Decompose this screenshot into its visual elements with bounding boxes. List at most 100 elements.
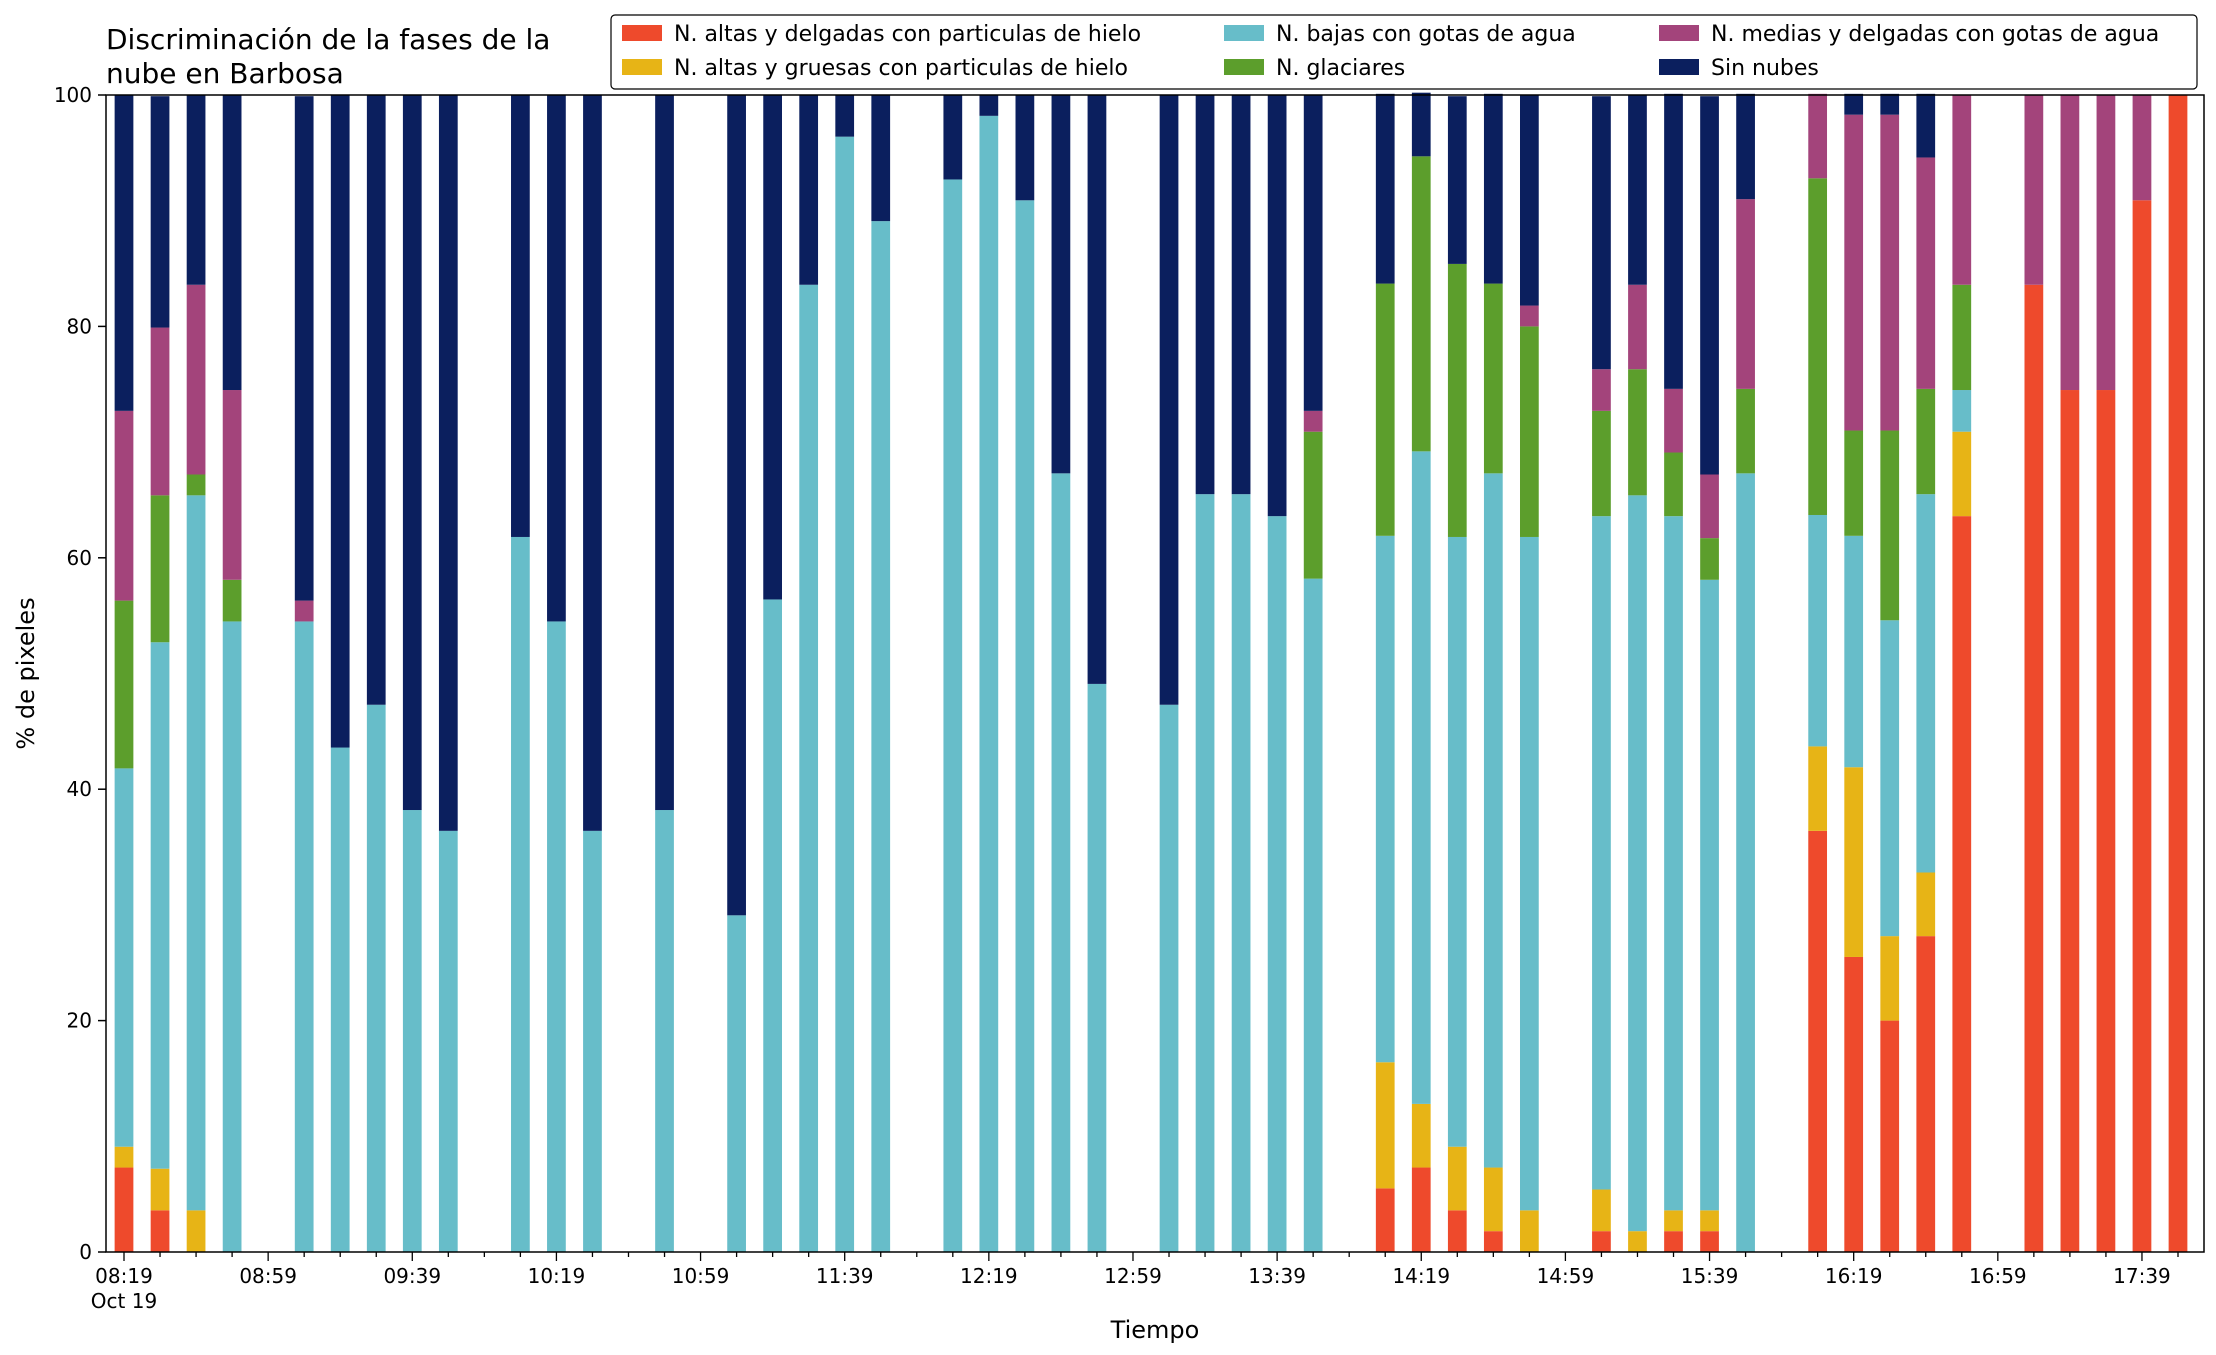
bar-segment-s3-i45 xyxy=(1736,388,1755,474)
bar-segment-s2-i45 xyxy=(1736,473,1755,1253)
bar-segment-s2-i44 xyxy=(1700,579,1719,1211)
y-tick-label: 100 xyxy=(54,83,92,107)
bar-segment-s3-i39 xyxy=(1520,326,1539,537)
bar-segment-s2-i9 xyxy=(438,830,458,1252)
legend-label: N. glaciares xyxy=(1276,56,1405,81)
bar-segment-s1-i36 xyxy=(1411,1103,1431,1168)
bar-segment-s2-i17 xyxy=(727,915,746,1252)
bar-segment-s0-i55 xyxy=(2096,390,2116,1252)
bar-segment-s5-i35 xyxy=(1375,93,1395,284)
bar-segment-s5-i50 xyxy=(1916,93,1936,158)
bar-segment-s3-i47 xyxy=(1808,178,1828,515)
bar-segment-s0-i54 xyxy=(2060,390,2080,1252)
bar-segment-s4-i5 xyxy=(294,600,314,622)
bar-segment-s0-i41 xyxy=(1592,1231,1611,1252)
bar-segment-s1-i48 xyxy=(1844,767,1864,957)
bar-segment-s4-i42 xyxy=(1628,284,1647,370)
bar-segment-s1-i2 xyxy=(186,1210,206,1252)
bar-segment-s3-i35 xyxy=(1375,283,1395,536)
bar-segment-s5-i13 xyxy=(583,95,602,831)
bar-segment-s4-i53 xyxy=(2024,95,2044,285)
bar-segment-s4-i50 xyxy=(1916,157,1936,389)
y-tick-label: 0 xyxy=(79,1240,92,1264)
bar-segment-s5-i36 xyxy=(1411,92,1431,157)
bar-segment-s5-i32 xyxy=(1267,95,1287,517)
x-tick-label: 10:19 xyxy=(528,1264,586,1288)
bar-segment-s2-i5 xyxy=(294,621,314,1252)
bar-segment-s0-i37 xyxy=(1447,1210,1467,1252)
bar-segment-s2-i3 xyxy=(222,621,242,1252)
bar-segment-s2-i0 xyxy=(114,768,134,1147)
bar-segment-s5-i23 xyxy=(943,95,963,180)
x-tick-date-label: Oct 19 xyxy=(91,1289,157,1313)
bar-segment-s4-i47 xyxy=(1808,93,1828,179)
bar-segment-s2-i15 xyxy=(655,810,674,1252)
bar-segment-s3-i43 xyxy=(1664,452,1683,517)
bar-segment-s4-i48 xyxy=(1844,114,1864,431)
legend-swatch xyxy=(1659,59,1699,75)
y-tick-label: 20 xyxy=(67,1009,92,1033)
legend-label: N. bajas con gotas de agua xyxy=(1276,22,1576,47)
bar-segment-s0-i0 xyxy=(114,1167,134,1252)
bar-segment-s1-i42 xyxy=(1628,1231,1647,1252)
legend-swatch xyxy=(622,59,662,75)
bar-segment-s0-i49 xyxy=(1880,1020,1900,1252)
bar-segment-s5-i38 xyxy=(1483,93,1503,284)
x-tick-label: 14:59 xyxy=(1537,1264,1595,1288)
bar-segment-s2-i39 xyxy=(1520,536,1539,1211)
bar-segment-s2-i2 xyxy=(186,495,206,1211)
bar-segment-s4-i54 xyxy=(2060,95,2080,391)
bar-segment-s3-i1 xyxy=(150,495,170,643)
x-tick-label: 12:59 xyxy=(1104,1264,1162,1288)
x-tick-label: 08:19 xyxy=(95,1264,153,1288)
bar-segment-s0-i47 xyxy=(1808,830,1828,1252)
bar-segment-s5-i9 xyxy=(438,95,458,831)
bar-segment-s5-i3 xyxy=(222,95,242,391)
bar-segment-s0-i38 xyxy=(1483,1231,1503,1252)
bar-segment-s2-i51 xyxy=(1952,390,1972,432)
bar-segment-s2-i32 xyxy=(1267,516,1287,1252)
bar-segment-s3-i37 xyxy=(1447,263,1467,537)
legend-swatch xyxy=(1659,25,1699,41)
bar-segment-s0-i56 xyxy=(2132,200,2152,1252)
legend-label: N. medias y delgadas con gotas de agua xyxy=(1711,22,2159,47)
bar-segment-s3-i42 xyxy=(1628,369,1647,496)
bar-segment-s5-i33 xyxy=(1303,95,1323,411)
bar-segment-s2-i12 xyxy=(547,621,566,1252)
bar-segment-s0-i35 xyxy=(1375,1188,1395,1252)
chart-title-line: nube en Barbosa xyxy=(106,57,344,90)
bar-segment-s1-i39 xyxy=(1520,1210,1539,1252)
bar-segment-s4-i41 xyxy=(1592,369,1611,411)
bar-segment-s5-i24 xyxy=(979,95,999,116)
bar-segment-s5-i27 xyxy=(1087,95,1107,684)
bar-segment-s5-i43 xyxy=(1664,93,1683,389)
bar-segment-s3-i44 xyxy=(1700,538,1719,580)
legend-label: Sin nubes xyxy=(1711,56,1819,81)
bar-segment-s5-i17 xyxy=(727,95,746,916)
x-tick-label: 11:39 xyxy=(816,1264,874,1288)
bar-segment-s4-i44 xyxy=(1700,474,1719,539)
bar-segment-s2-i49 xyxy=(1880,620,1900,937)
bar-segment-s2-i38 xyxy=(1483,473,1503,1168)
legend-swatch xyxy=(622,25,662,41)
bar-segment-s0-i48 xyxy=(1844,956,1864,1252)
bar-segment-s4-i1 xyxy=(150,327,170,496)
bar-segment-s3-i41 xyxy=(1592,410,1611,517)
bar-segment-s5-i12 xyxy=(547,95,566,622)
x-tick-label: 14:19 xyxy=(1392,1264,1450,1288)
bar-segment-s5-i44 xyxy=(1700,96,1719,475)
bar-segment-s2-i41 xyxy=(1592,516,1611,1190)
bar-segment-s2-i50 xyxy=(1916,494,1936,873)
bar-segment-s4-i0 xyxy=(114,410,134,601)
bars-group xyxy=(114,92,2188,1253)
bar-segment-s4-i39 xyxy=(1520,305,1539,327)
bar-segment-s2-i43 xyxy=(1664,516,1683,1211)
bar-segment-s4-i3 xyxy=(222,390,242,580)
x-tick-label: 08:59 xyxy=(239,1264,297,1288)
bar-segment-s5-i37 xyxy=(1447,96,1467,264)
y-tick-label: 80 xyxy=(67,314,92,338)
chart-title-line: Discriminación de la fases de la xyxy=(106,23,550,56)
bar-segment-s2-i23 xyxy=(943,179,963,1253)
x-tick-label: 13:39 xyxy=(1248,1264,1306,1288)
bar-segment-s1-i47 xyxy=(1808,746,1828,831)
